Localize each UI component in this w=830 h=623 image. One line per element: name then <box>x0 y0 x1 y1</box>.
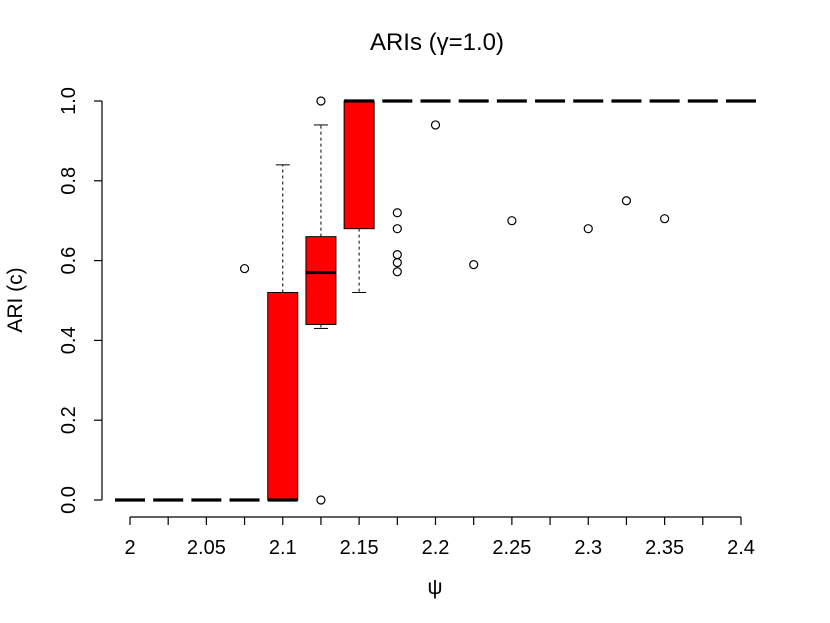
outlier-point <box>392 250 402 260</box>
y-tick-label: 0.8 <box>58 167 80 195</box>
box <box>267 292 299 501</box>
outlier-point <box>392 267 402 277</box>
box <box>305 236 337 325</box>
x-tick-label: 2.1 <box>269 537 297 559</box>
y-tick-label: 0.0 <box>58 486 80 514</box>
x-tick-label: 2.25 <box>492 537 531 559</box>
outlier-point <box>507 216 517 226</box>
outlier-point <box>430 120 441 130</box>
outlier-point <box>316 96 326 106</box>
x-axis-label: ψ <box>428 576 443 599</box>
y-tick-label: 0.6 <box>58 247 80 275</box>
box <box>343 100 375 230</box>
outlier-point <box>316 495 326 505</box>
outlier-point <box>469 259 479 270</box>
y-tick-label: 0.4 <box>58 326 80 354</box>
outlier-point <box>621 196 632 206</box>
x-tick-label: 2.2 <box>422 537 450 559</box>
outlier-point <box>392 208 402 218</box>
outlier-point <box>583 224 593 234</box>
y-axis-label: ARI (c) <box>4 267 27 332</box>
x-tick-label: 2 <box>124 537 135 559</box>
outlier-point <box>392 257 402 268</box>
y-tick-label: 1.0 <box>58 87 80 115</box>
chart-title: ARIs (γ=1.0) <box>370 29 504 56</box>
outlier-point <box>660 214 670 224</box>
y-tick-label: 0.2 <box>58 406 80 434</box>
outlier-point <box>392 224 402 234</box>
x-tick-label: 2.05 <box>187 537 226 559</box>
outlier-point <box>239 263 250 274</box>
x-tick-label: 2.3 <box>574 537 602 559</box>
x-tick-label: 2.4 <box>727 537 755 559</box>
x-tick-label: 2.15 <box>340 537 379 559</box>
x-tick-label: 2.35 <box>645 537 684 559</box>
plot-area: 2 2.05 2.1 2.15 2.2 2.25 2.3 2.35 2.4 0.0 0.2 0.4 0.… <box>58 87 756 559</box>
